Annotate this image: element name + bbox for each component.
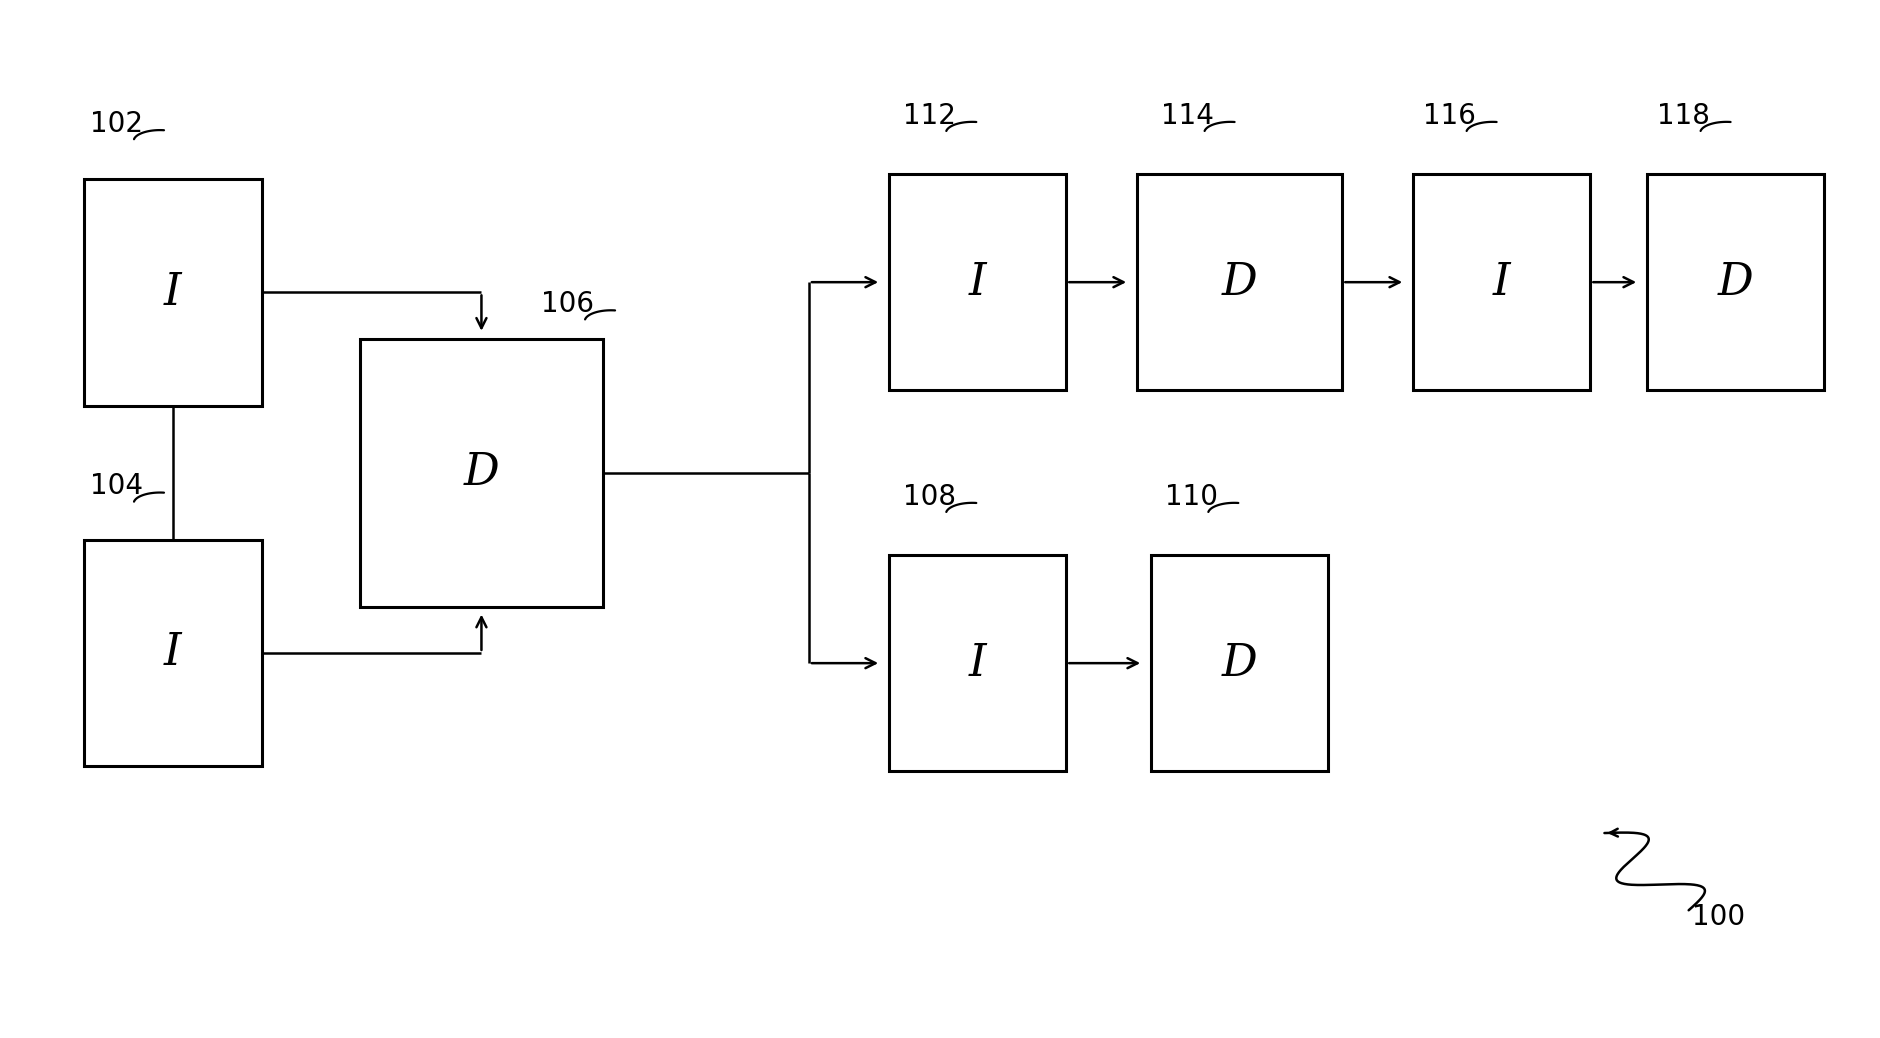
Text: 100: 100 — [1692, 903, 1745, 931]
Text: 102: 102 — [90, 110, 143, 138]
Text: 110: 110 — [1164, 483, 1218, 511]
Bar — [889, 174, 1066, 390]
Text: D: D — [1222, 261, 1258, 304]
Text: 108: 108 — [902, 483, 955, 511]
Bar — [359, 338, 603, 606]
Text: 106: 106 — [541, 291, 594, 319]
Bar — [1151, 555, 1329, 771]
Bar — [1412, 174, 1590, 390]
Bar — [1647, 174, 1824, 390]
Text: I: I — [1493, 261, 1510, 304]
Text: I: I — [164, 271, 182, 315]
Text: D: D — [1222, 641, 1258, 685]
Bar — [1137, 174, 1342, 390]
Text: I: I — [968, 641, 987, 685]
Text: D: D — [464, 452, 500, 494]
Text: 114: 114 — [1160, 102, 1214, 130]
Text: 116: 116 — [1423, 102, 1476, 130]
Text: 112: 112 — [902, 102, 955, 130]
Text: D: D — [1718, 261, 1754, 304]
Text: I: I — [968, 261, 987, 304]
Text: 118: 118 — [1656, 102, 1709, 130]
Text: 104: 104 — [90, 472, 143, 500]
Text: I: I — [164, 631, 182, 675]
Bar — [889, 555, 1066, 771]
Bar — [85, 180, 261, 406]
Bar — [85, 540, 261, 766]
